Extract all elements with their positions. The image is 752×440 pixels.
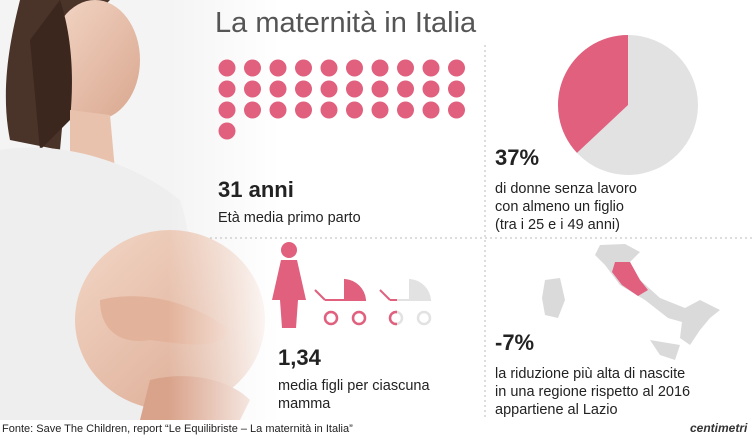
wheel — [323, 310, 339, 326]
dot — [422, 101, 440, 119]
dot — [346, 80, 363, 98]
dot — [269, 59, 287, 77]
dot — [269, 80, 287, 98]
dot — [371, 59, 389, 77]
children-label: 1,34 — [278, 345, 322, 370]
age-dots — [218, 59, 465, 140]
dot — [218, 101, 236, 119]
dot — [320, 101, 338, 119]
caption: (tra i 25 e i 49 anni) — [495, 217, 620, 233]
caption: con almeno un figlio — [495, 199, 624, 215]
age-label: 31 anni — [218, 177, 294, 202]
mother-icon — [272, 242, 306, 328]
stroller-fill — [314, 278, 367, 326]
dot — [346, 59, 363, 77]
stroller-body — [314, 278, 367, 301]
wheel — [351, 310, 367, 326]
caption: mamma — [278, 396, 331, 412]
stroller-fill — [379, 289, 398, 326]
dot — [295, 80, 312, 98]
source: Fonte: Save The Children, report “Le Equ… — [2, 423, 353, 435]
title: La maternità in Italia — [215, 7, 477, 39]
dot — [448, 59, 465, 77]
pie-slice — [557, 35, 628, 153]
dot — [422, 80, 440, 98]
dot — [320, 80, 338, 98]
dot — [218, 80, 236, 98]
caption: appartiene al Lazio — [495, 402, 618, 418]
dot — [397, 59, 414, 77]
stroller-body — [379, 289, 398, 301]
dot — [346, 101, 363, 119]
stroller — [379, 278, 432, 326]
caption: in una regione rispetto al 2016 — [495, 384, 690, 400]
caption: di donne senza lavoro — [495, 181, 637, 197]
dot — [295, 59, 312, 77]
dot — [244, 101, 261, 119]
pie — [557, 35, 698, 175]
italy-map — [542, 244, 720, 360]
dot — [397, 101, 414, 119]
dot — [269, 101, 287, 119]
dot — [422, 59, 440, 77]
caption: la riduzione più alta di nascite — [495, 366, 685, 382]
dot — [448, 80, 465, 98]
dot — [448, 101, 465, 119]
births-label: -7% — [495, 330, 534, 355]
logo: centimetri — [690, 421, 748, 435]
caption: media figli per ciascuna — [278, 378, 430, 394]
dot — [295, 101, 312, 119]
age-caption: Età media primo parto — [218, 210, 361, 226]
strollers — [314, 278, 432, 326]
dot — [397, 80, 414, 98]
dot — [371, 80, 389, 98]
dot — [244, 80, 261, 98]
unemployed-label: 37% — [495, 145, 539, 170]
wheel — [388, 310, 398, 326]
dot — [320, 59, 338, 77]
dot — [244, 59, 261, 77]
wheel — [416, 310, 432, 326]
dot — [218, 59, 236, 77]
dot — [371, 101, 389, 119]
dot — [218, 122, 236, 140]
